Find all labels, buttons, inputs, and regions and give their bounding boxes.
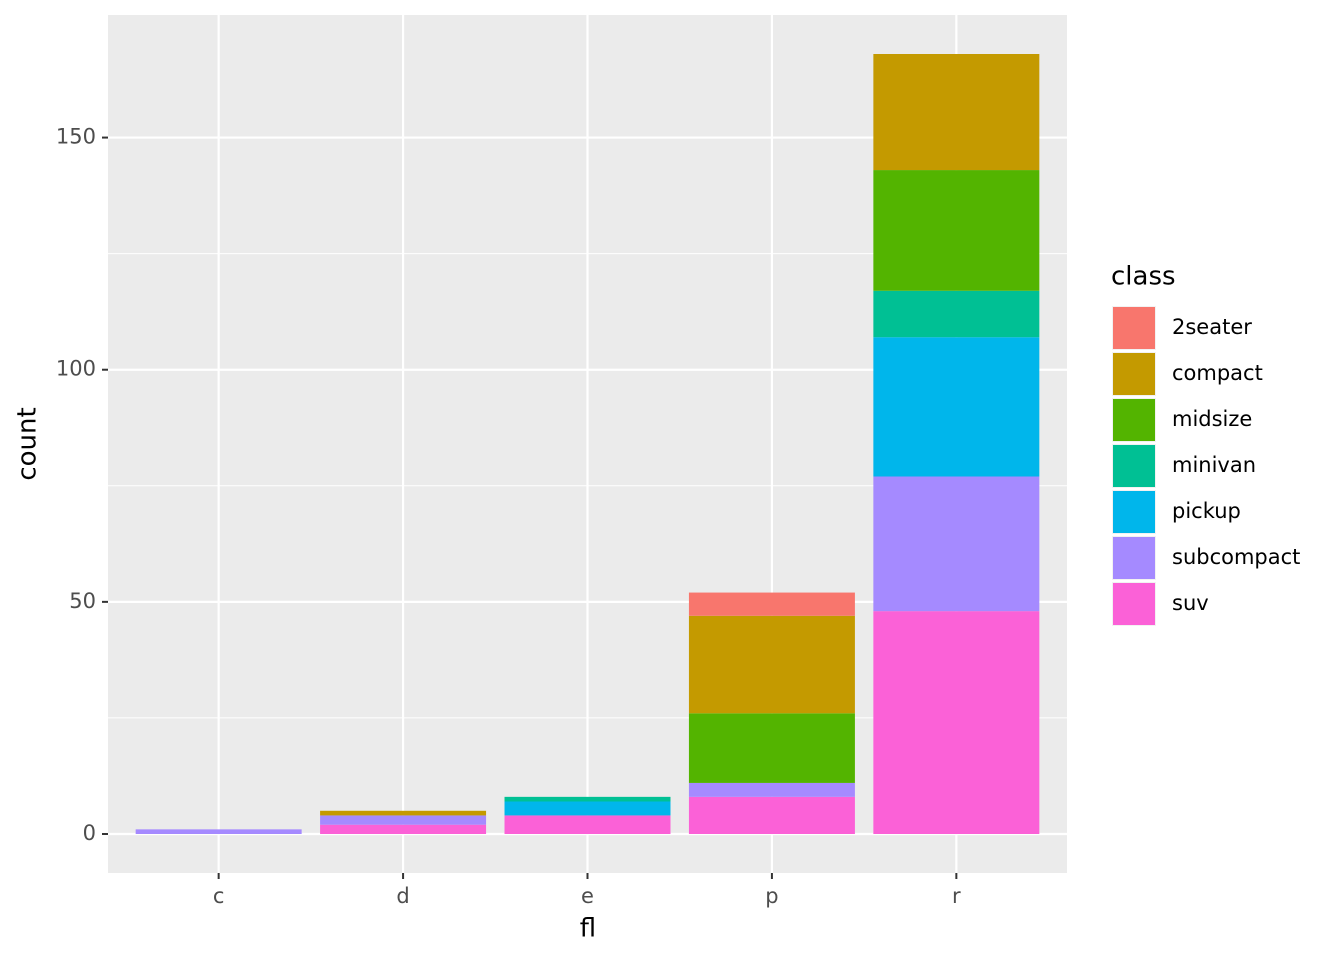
bar — [320, 824, 487, 834]
bar — [873, 170, 1040, 291]
legend-label: compact — [1172, 361, 1263, 385]
x-tick-label: d — [396, 884, 409, 908]
x-tick-label: e — [581, 884, 594, 908]
bar — [504, 796, 671, 802]
y-tick-label: 150 — [56, 125, 96, 149]
bar — [688, 713, 855, 783]
x-axis-title: fl — [580, 914, 596, 944]
bar — [873, 611, 1040, 834]
bar — [873, 337, 1040, 477]
bar — [873, 54, 1040, 171]
legend-swatch — [1113, 399, 1155, 441]
bar — [873, 290, 1040, 338]
legend-label: subcompact — [1172, 545, 1300, 569]
x-tick-label: p — [765, 884, 778, 908]
legend-swatch — [1113, 445, 1155, 487]
legend-swatch — [1113, 537, 1155, 579]
legend-title: class — [1111, 262, 1176, 292]
x-tick-label: r — [952, 884, 961, 908]
bar — [688, 782, 855, 797]
bar — [320, 815, 487, 825]
bar — [688, 615, 855, 714]
y-tick-label: 50 — [69, 589, 96, 613]
legend-label: midsize — [1172, 407, 1252, 431]
legend-label: pickup — [1172, 499, 1241, 523]
legend-swatch — [1113, 491, 1155, 533]
bar — [135, 829, 302, 834]
legend-label: minivan — [1172, 453, 1256, 477]
legend-label: suv — [1172, 591, 1209, 615]
bar — [320, 810, 487, 816]
bar — [688, 796, 855, 834]
bar — [504, 801, 671, 816]
legend-label: 2seater — [1172, 315, 1252, 339]
y-tick-label: 100 — [56, 357, 96, 381]
legend-swatch — [1113, 353, 1155, 395]
bar — [688, 592, 855, 616]
bar — [873, 476, 1040, 612]
legend-swatch — [1113, 307, 1155, 349]
y-tick-label: 0 — [83, 821, 96, 845]
bar — [504, 815, 671, 834]
y-axis-title: count — [13, 407, 43, 480]
x-tick-label: c — [213, 884, 225, 908]
legend-swatch — [1113, 583, 1155, 625]
